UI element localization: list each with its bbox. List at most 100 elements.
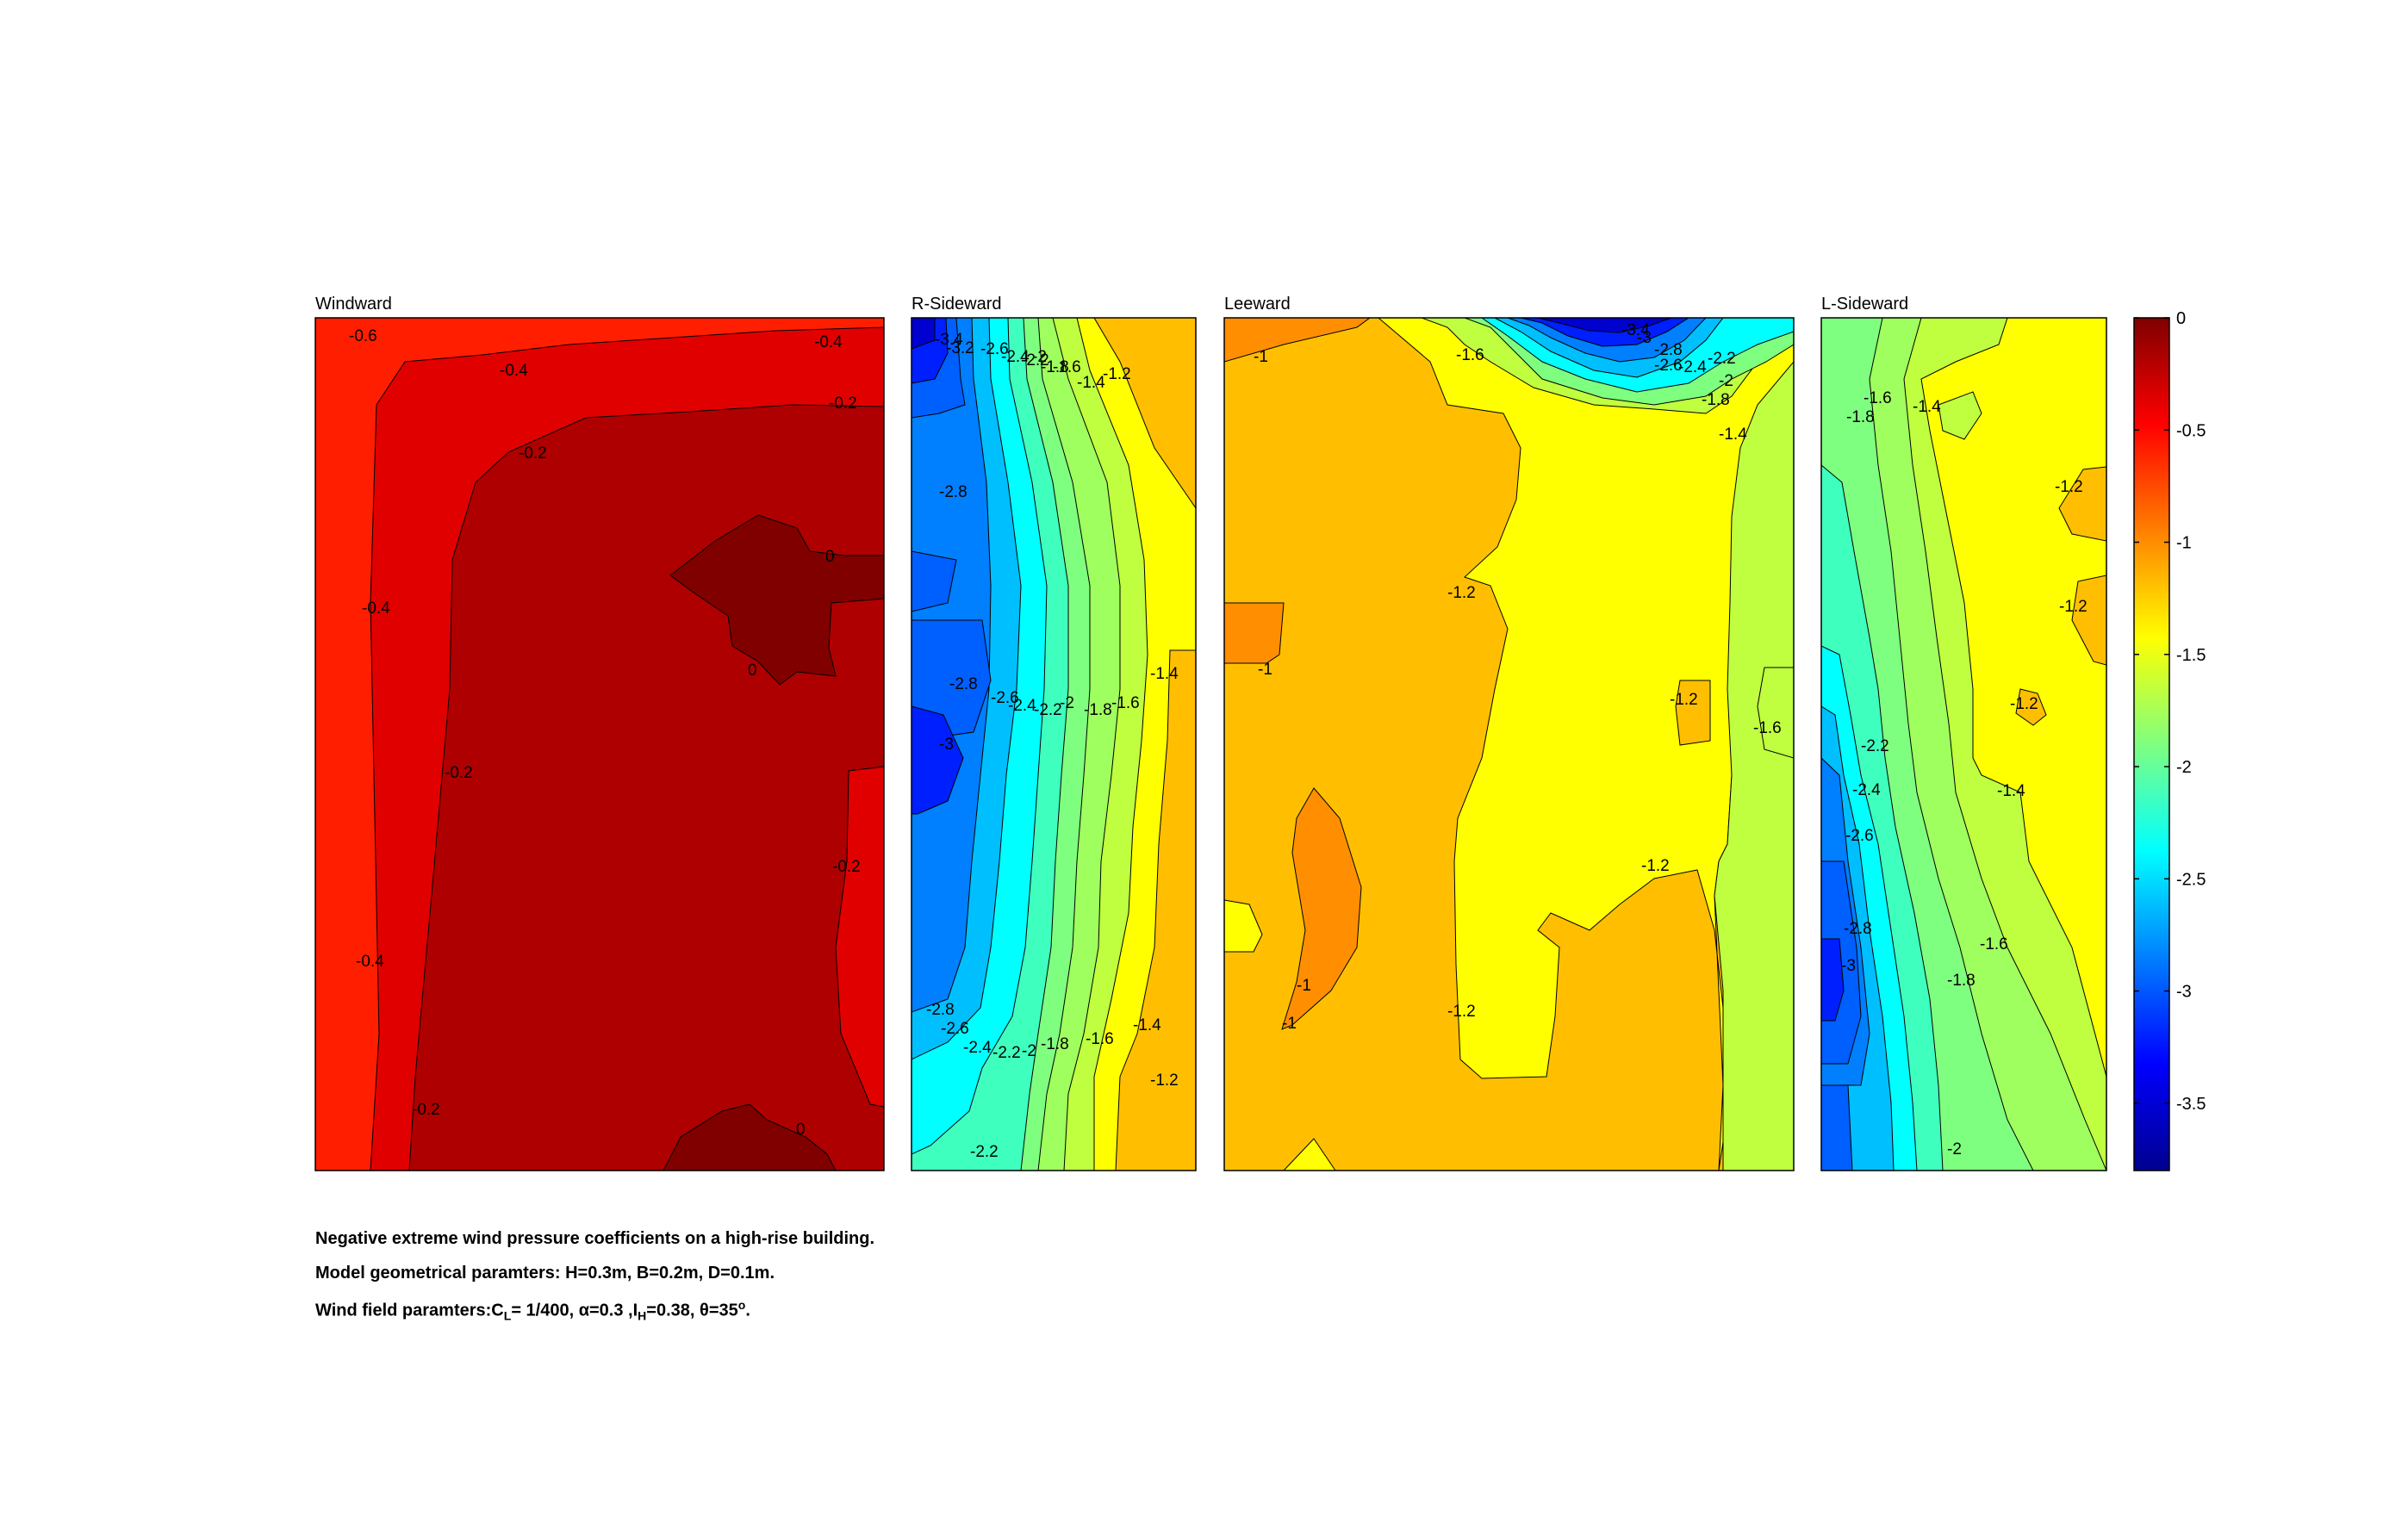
contour-label: -1.2 [1447,584,1476,602]
contour-label: -2.4 [1001,348,1030,366]
contour-label: -1.8 [1702,391,1730,409]
leeward-band-1.0-top [1224,318,1371,363]
colorbar-tick-label: -3.5 [2176,1095,2206,1114]
l-sideward-band-1.2-island-3 [2015,688,2047,726]
colorbar-tick-label: -0.5 [2176,421,2206,440]
contour-label: -2.8 [949,675,978,693]
caption-line-1: Negative extreme wind pressure coefficie… [315,1229,875,1248]
colorbar-tick-label: -3 [2176,983,2192,1002]
panel-title-windward: Windward [315,295,392,314]
r-sideward-band-3.2 [912,318,964,815]
contour-label: -2.4 [1678,358,1707,376]
contour-label: -1.2 [1670,691,1698,709]
leeward-band-1.6 [1422,318,1794,1171]
contour-label: -1.2 [2055,478,2083,496]
contour-label: -2 [1022,1042,1036,1060]
l-sideward-contour-labels: -1.6 -1.8 -1.4 -1.2 -1.2 -1.2 -2.2 -2.4 … [1841,389,2088,1158]
windward-fill-level-0-bottom [663,1103,837,1171]
leeward-panel [1224,318,1794,1171]
contour-label: -2.6 [1654,357,1683,375]
panel-title-leeward: Leeward [1224,295,1291,314]
contour-label: -2.2 [970,1143,999,1161]
leeward-frame [1223,317,1795,1171]
contour-label: -2.8 [1654,341,1683,359]
caption-subscript-h: H [638,1308,647,1323]
l-sideward-band-1.2-island-2 [2071,575,2106,666]
windward-fill-level-0-top [669,514,884,686]
windward-frame [314,317,885,1171]
contour-label: -3 [1637,329,1652,347]
colorbar-tick-label: -1.5 [2176,646,2206,665]
contour-label: -0.2 [445,764,473,782]
contour-label: -1.8 [1846,408,1875,426]
colorbar-tick-label: -1 [2176,534,2192,553]
contour-label: -2.8 [926,1001,955,1019]
contour-label: -2.6 [941,1020,969,1038]
contour-label: -1.4 [1077,374,1105,392]
contour-label: -2.4 [1852,781,1881,799]
contour-label: -0.6 [349,327,377,345]
r-sideward-band-3.0 [912,318,992,742]
contour-label: -2.2 [992,1044,1021,1062]
caption-line-3-text: . [745,1301,750,1320]
leeward-band-1.0-lower [1281,787,1362,1030]
contour-label: -0.4 [814,333,843,351]
contour-label: 0 [748,662,757,680]
contour-label: -0.2 [832,858,861,876]
leeward-band-1.4-right [1757,667,1794,759]
colorbar-tick-label: -2 [2176,758,2192,777]
contour-label: 0 [825,548,835,566]
contour-label: -0.4 [356,953,384,971]
panel-title-l-sideward: L-Sideward [1821,295,1908,314]
contour-label: -1.4 [1913,398,1941,416]
contour-label: -2.4 [1008,697,1036,715]
contour-label: -2.2 [1861,737,1889,755]
l-sideward-panel [1821,318,2106,1171]
caption-line-2: Model geometrical paramters: H=0.3m, B=0… [315,1264,775,1283]
r-sideward-band-3.4 [912,318,936,350]
r-sideward-panel [912,318,1196,1171]
r-sideward-frame [911,317,1197,1171]
contour-label: -1.8 [1947,972,1976,990]
contour-label: -1.2 [1447,1003,1476,1021]
contour-label: -1.6 [1864,389,1892,407]
l-sideward-band-1.2-island-1 [2058,466,2106,542]
contour-label: -3.4 [1621,321,1650,339]
contour-label: -3 [939,736,954,754]
contour-label: -1.8 [1041,358,1069,376]
caption-subscript-l: L [503,1308,512,1323]
contour-label: -2.6 [991,689,1019,707]
caption-line-3-text: =0.38, θ=35 [646,1301,738,1320]
contour-label: -1.6 [1053,358,1081,376]
contour-label: -1.2 [1103,365,1131,383]
l-sideward-band-1.4-island [1938,391,1982,440]
leeward-band-1.2-island [1675,680,1711,746]
leeward-contour-labels: -1 -1.6 -3.4 -3 -2.8 -2.6 -2.4 -2.2 -2 -… [1254,321,1782,1033]
contour-label: -2.4 [963,1039,992,1057]
contour-label: -1.6 [1980,935,2008,953]
contour-label: -2.8 [939,483,968,501]
contour-label: -1.8 [1084,701,1112,719]
caption-superscript-degree: o [737,1298,746,1312]
contour-label: -3.4 [935,331,963,349]
r-sideward-contour-labels: -3.4 -3.2 -2.6 -2.4 -2.2 -2 -1.8 -1.6 -1… [926,331,1179,1161]
caption-line-3-text: Wind field paramters:C [315,1301,504,1320]
windward-fill-level-0.2 [408,404,884,1171]
contour-label: -1.8 [1041,1035,1069,1053]
contour-label: -2 [1719,372,1733,390]
contour-label: -3 [1841,957,1856,975]
contour-label: -1.6 [1111,694,1140,712]
contour-label: -1.2 [2059,598,2088,616]
contour-label: -2.2 [1034,701,1062,719]
contour-label: -1 [1258,661,1272,679]
contour-label: -0.4 [362,599,390,618]
contour-label: -2 [1947,1140,1962,1158]
l-sideward-band-3.2 [1821,938,1845,1022]
leeward-band-1.0-left [1224,602,1285,664]
contour-label: -1.2 [1641,857,1670,875]
contour-label: -1.6 [1086,1030,1114,1048]
colorbar-ticks: 0 -0.5 -1 -1.5 -2 -2.5 -3 -3.5 [2134,309,2206,1114]
contour-label: -1.4 [1997,782,2025,800]
contour-label: -2 [1032,348,1047,366]
